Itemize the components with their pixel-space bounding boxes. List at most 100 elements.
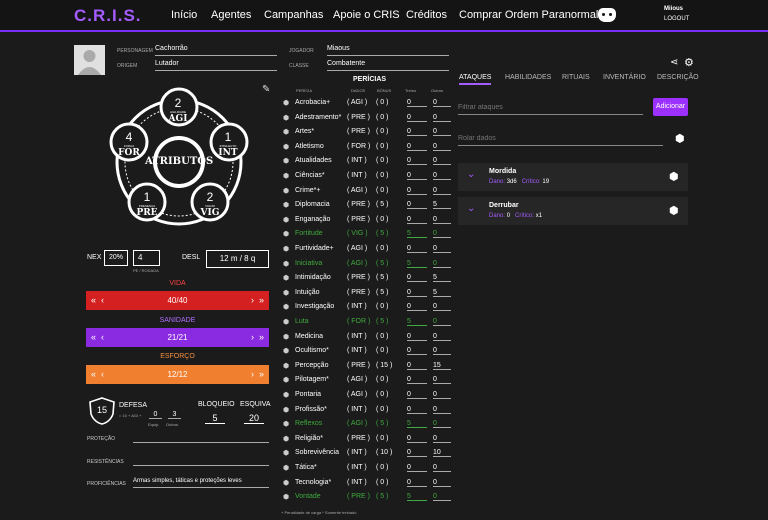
esquiva-field[interactable]: 20 — [244, 413, 264, 424]
skill-treino-field[interactable]: 0 — [407, 99, 427, 107]
skill-treino-field[interactable]: 0 — [407, 479, 427, 487]
skill-outros-field[interactable]: 0 — [433, 493, 451, 502]
dice-roll-icon[interactable]: ⬢ — [283, 289, 290, 297]
chevron-down-icon[interactable]: ⌄ — [467, 169, 476, 180]
skill-treino-field[interactable]: 0 — [407, 187, 427, 195]
dice-roll-icon[interactable]: ⬢ — [283, 494, 290, 502]
dice-roll-icon[interactable]: ⬢ — [283, 362, 290, 370]
attr-pre[interactable]: 1 PRESENÇA PRE — [136, 190, 158, 218]
roll-dice-input[interactable] — [458, 132, 663, 146]
logout-link[interactable]: LOGOUT — [664, 16, 690, 22]
attr-int[interactable]: 1 INTELECTO INT — [218, 130, 238, 158]
skill-name[interactable]: Percepção — [295, 361, 329, 369]
skill-outros-field[interactable]: 0 — [433, 391, 451, 399]
defense-equip-field[interactable]: 0 — [149, 411, 162, 419]
esforco-increase-buttons[interactable]: › » — [250, 369, 264, 379]
skill-name[interactable]: Vontade — [295, 493, 321, 501]
skill-outros-field[interactable]: 15 — [433, 362, 451, 370]
dice-roll-icon[interactable]: ⬢ — [283, 465, 290, 472]
resistencias-field[interactable] — [133, 465, 269, 466]
skill-treino-field[interactable]: 5 — [407, 318, 427, 326]
dice-roll-icon[interactable]: ⬢ — [283, 392, 290, 399]
dice-roll-icon[interactable]: ⬢ — [669, 171, 679, 183]
edit-pencil-icon[interactable]: ✎ — [262, 84, 271, 95]
dice-roll-icon[interactable]: ⬢ — [283, 275, 290, 283]
attr-for[interactable]: 4 FORÇA FOR — [118, 130, 140, 158]
skill-outros-field[interactable]: 0 — [433, 143, 451, 151]
tab-rituais[interactable]: RITUAIS — [562, 74, 590, 81]
vida-increase-buttons[interactable]: › » — [250, 295, 264, 305]
nav-link-agentes[interactable]: Agentes — [211, 9, 252, 21]
skill-treino-field[interactable]: 5 — [407, 230, 427, 239]
tab-inventario[interactable]: INVENTÁRIO — [603, 74, 646, 81]
attr-agi[interactable]: 2 AGILIDADE AGI — [168, 96, 188, 124]
dice-roll-icon[interactable]: ⬢ — [283, 435, 290, 443]
attack-card[interactable]: ⌄ Derrubar Dano: 0 Crítico: x1 ⬢ — [458, 197, 688, 225]
skill-treino-field[interactable]: 0 — [407, 406, 427, 414]
defense-outros-field[interactable]: 3 — [168, 411, 181, 419]
skill-outros-field[interactable]: 0 — [433, 420, 451, 429]
avatar[interactable] — [74, 45, 105, 75]
skill-name[interactable]: Luta — [295, 318, 309, 325]
skill-outros-field[interactable]: 0 — [433, 216, 451, 224]
skill-treino-field[interactable]: 0 — [407, 143, 427, 151]
skill-treino-field[interactable]: 0 — [407, 391, 427, 399]
nav-link-creditos[interactable]: Créditos — [406, 9, 447, 21]
settings-gear-icon[interactable]: ⚙ — [684, 57, 694, 69]
skill-name[interactable]: Investigação — [295, 303, 335, 311]
nav-link-campanhas[interactable]: Campanhas — [264, 9, 324, 21]
vida-decrease-buttons[interactable]: « ‹ — [91, 295, 105, 305]
dice-roll-icon[interactable]: ⬢ — [283, 348, 290, 356]
skill-treino-field[interactable]: 0 — [407, 128, 427, 137]
desl-field[interactable]: 12 m / 8 q — [206, 250, 269, 268]
skill-outros-field[interactable]: 0 — [433, 435, 451, 443]
skill-treino-field[interactable]: 0 — [407, 201, 427, 210]
skill-treino-field[interactable]: 0 — [407, 449, 427, 458]
skill-name[interactable]: Artes* — [295, 128, 315, 136]
pe-field[interactable]: 4 — [133, 250, 160, 266]
tab-habilidades[interactable]: HABILIDADES — [505, 74, 552, 81]
skill-treino-field[interactable]: 5 — [407, 420, 427, 429]
nex-field[interactable]: 20% — [104, 250, 128, 266]
skill-name[interactable]: Enganação — [295, 215, 331, 223]
skill-treino-field[interactable]: 0 — [407, 376, 427, 385]
skill-name[interactable]: Atualidades — [295, 157, 332, 165]
sanidade-increase-buttons[interactable]: › » — [250, 332, 264, 342]
skill-treino-field[interactable]: 0 — [407, 274, 427, 283]
skill-name[interactable]: Fortitude — [295, 230, 323, 238]
dice-roll-icon[interactable]: ⬢ — [283, 319, 290, 326]
jogador-field[interactable]: Miaous — [327, 45, 449, 56]
dice-roll-icon[interactable]: ⬢ — [283, 479, 290, 487]
dice-roll-icon[interactable]: ⬢ — [283, 158, 290, 166]
skill-outros-field[interactable]: 0 — [433, 230, 451, 239]
dice-roll-icon[interactable]: ⬢ — [283, 129, 290, 137]
skill-name[interactable]: Religião* — [295, 434, 324, 442]
skill-outros-field[interactable]: 0 — [433, 406, 451, 414]
skill-treino-field[interactable]: 0 — [407, 157, 427, 166]
add-attack-button[interactable]: Adicionar — [653, 98, 688, 116]
skill-treino-field[interactable]: 0 — [407, 216, 427, 224]
proficiencias-field[interactable]: Armas simples, táticas e proteções leves — [133, 478, 269, 488]
skill-outros-field[interactable]: 0 — [433, 187, 451, 195]
attr-vig[interactable]: 2 VIGOR VIG — [200, 190, 220, 218]
skill-outros-field[interactable]: 0 — [433, 376, 451, 385]
dice-roll-icon[interactable]: ⬢ — [283, 333, 290, 341]
skill-name[interactable]: Acrobacia+ — [295, 99, 331, 106]
dice-roll-icon[interactable]: ⬢ — [283, 173, 290, 180]
skill-name[interactable]: Pontaria — [295, 391, 322, 398]
dice-roll-icon[interactable]: ⬢ — [675, 133, 685, 145]
skill-name[interactable]: Intuição — [295, 288, 320, 296]
protecao-field[interactable] — [133, 442, 269, 443]
skill-outros-field[interactable]: 0 — [433, 245, 451, 253]
skill-name[interactable]: Sobrevivência — [295, 449, 339, 457]
tab-ataques[interactable]: ATAQUES — [459, 74, 492, 85]
dice-roll-icon[interactable]: ⬢ — [283, 260, 290, 268]
skill-outros-field[interactable]: 0 — [433, 260, 451, 268]
skill-name[interactable]: Profissão* — [295, 405, 327, 413]
logo[interactable]: C.R.I.S. — [74, 6, 142, 25]
skill-name[interactable]: Atletismo — [295, 142, 324, 150]
skill-treino-field[interactable]: 0 — [407, 435, 427, 443]
dice-roll-icon[interactable]: ⬢ — [283, 100, 290, 107]
skill-treino-field[interactable]: 0 — [407, 362, 427, 370]
skill-outros-field[interactable]: 0 — [433, 99, 451, 107]
